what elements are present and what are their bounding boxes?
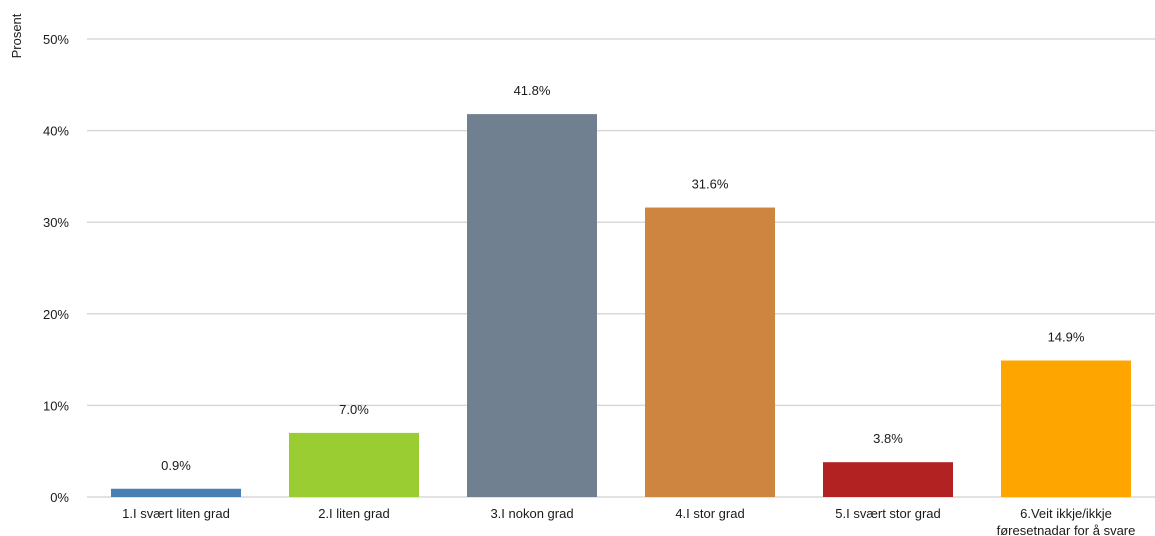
bar — [823, 462, 953, 497]
bars — [111, 114, 1131, 497]
x-axis-categories: 1.I svært liten grad 2.I liten grad 3.I no… — [122, 506, 1135, 536]
data-label: 7.0% — [339, 402, 369, 417]
y-axis-ticks: 0% 10% 20% 30% 40% 50% — [43, 32, 69, 505]
data-label: 14.9% — [1048, 330, 1085, 345]
y-tick-label: 0% — [50, 490, 69, 505]
y-tick-label: 40% — [43, 124, 69, 139]
x-tick-label: 6.Veit ikkje/ikkje føresetnadar for å sva… — [997, 506, 1136, 536]
x-tick-label: 2.I liten grad — [318, 506, 390, 521]
data-label: 31.6% — [692, 177, 729, 192]
data-label: 3.8% — [873, 431, 903, 446]
x-tick-label: 3.I nokon grad — [490, 506, 573, 521]
bar — [467, 114, 597, 497]
x-tick-label: 5.I svært stor grad — [835, 506, 940, 521]
y-tick-label: 30% — [43, 215, 69, 230]
bar — [645, 207, 775, 497]
x-tick-label: 1.I svært liten grad — [122, 506, 230, 521]
gridlines — [87, 38, 1155, 498]
y-tick-label: 50% — [43, 32, 69, 47]
x-tick-label: 4.I stor grad — [675, 506, 744, 521]
bar — [1001, 360, 1131, 497]
bar — [111, 488, 241, 497]
bar — [289, 432, 419, 497]
y-tick-label: 10% — [43, 398, 69, 413]
data-labels: 0.9% 7.0% 41.8% 31.6% 3.8% 14.9% — [161, 83, 1085, 473]
y-axis-label: Prosent — [9, 13, 24, 58]
data-label: 41.8% — [514, 83, 551, 98]
y-tick-label: 20% — [43, 307, 69, 322]
data-label: 0.9% — [161, 458, 191, 473]
